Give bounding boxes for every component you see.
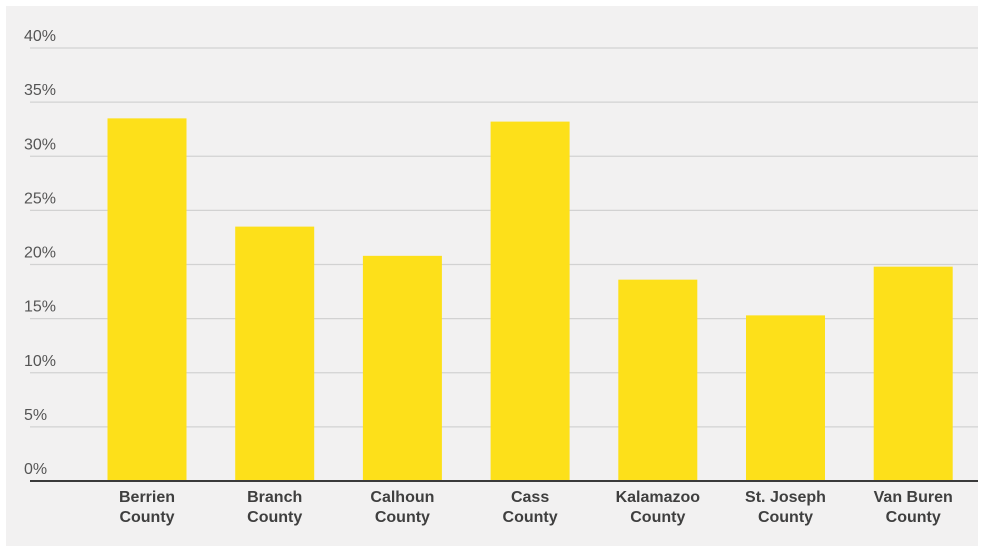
y-tick-label: 20% xyxy=(24,245,56,262)
x-category-label-line: County xyxy=(375,509,430,526)
bar-chart: 0%5%10%15%20%25%30%35%40% Berrien CountyB… xyxy=(24,28,978,526)
x-category-label: Van Buren County xyxy=(874,489,953,526)
y-tick-label: 25% xyxy=(24,190,56,207)
x-category-label-line: County xyxy=(886,509,941,526)
x-category-label-line: Cass xyxy=(511,489,549,506)
bar xyxy=(873,266,953,481)
x-category-label-line: Van Buren xyxy=(874,489,953,506)
x-category-label-line: Calhoun xyxy=(370,489,434,506)
chart-panel: 0% 5% 10% 15% 20% 25% 30% 35% 40% Berrien County B… xyxy=(6,6,978,546)
x-category-label-line: County xyxy=(247,509,302,526)
y-axis-tick-labels: 0% 5% 10% 15% 20% 25% 30% 35% 40% xyxy=(24,28,56,478)
y-tick-label: 0% xyxy=(24,461,47,478)
bar xyxy=(618,279,698,481)
x-category-label-line: Berrien xyxy=(119,489,175,506)
bars xyxy=(107,118,953,482)
x-category-label-line: Kalamazoo xyxy=(616,489,701,506)
x-category-label-line: County xyxy=(503,509,558,526)
y-tick-label: 5% xyxy=(24,407,47,424)
x-category-label-line: Branch xyxy=(247,489,302,506)
y-tick-label: 10% xyxy=(24,353,56,370)
x-category-label: St. Joseph County xyxy=(745,489,826,526)
x-category-label-line: County xyxy=(630,509,685,526)
x-category-label-line: County xyxy=(119,509,174,526)
y-tick-label: 40% xyxy=(24,28,56,45)
y-tick-label: 15% xyxy=(24,299,56,316)
y-tick-label: 35% xyxy=(24,82,56,99)
y-tick-label: 30% xyxy=(24,136,56,153)
bar xyxy=(362,255,442,481)
x-category-label: Cass County xyxy=(503,489,558,526)
x-category-label: Calhoun County xyxy=(370,489,434,526)
x-category-label-line: County xyxy=(758,509,813,526)
bar xyxy=(746,315,825,481)
bar xyxy=(235,226,315,481)
x-category-label-line: St. Joseph xyxy=(745,489,826,506)
bar xyxy=(107,118,187,482)
x-category-label: Berrien County xyxy=(119,489,175,526)
x-category-label: Kalamazoo County xyxy=(616,489,701,526)
x-category-label: Branch County xyxy=(247,489,302,526)
bar xyxy=(490,121,570,482)
